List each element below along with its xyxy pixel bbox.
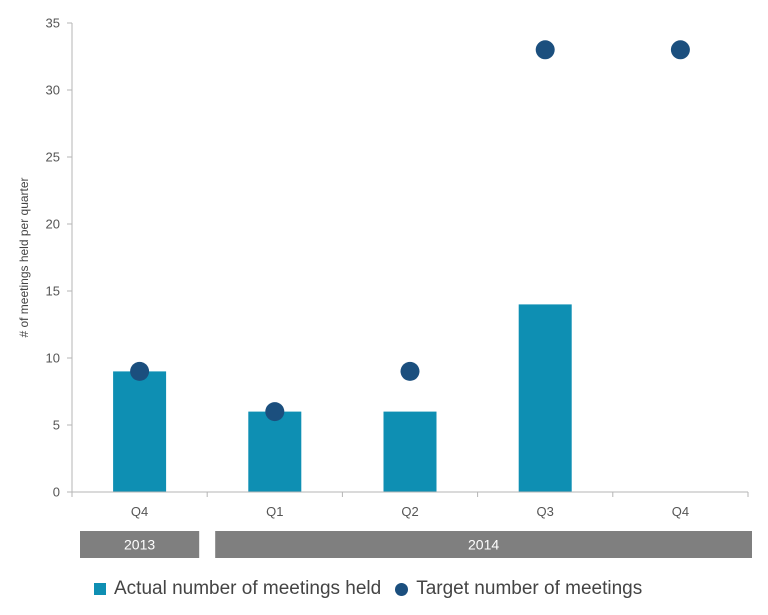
y-tick-label: 15: [46, 284, 60, 299]
point-target: [400, 361, 420, 381]
x-tick-label: Q4: [672, 504, 689, 519]
y-tick-label: 10: [46, 351, 60, 366]
x-tick-label: Q4: [131, 504, 148, 519]
year-band: [80, 531, 200, 558]
point-target: [670, 40, 690, 60]
year-band: [215, 531, 752, 558]
x-tick-label: Q2: [401, 504, 418, 519]
year-band-label: 2014: [468, 537, 499, 553]
legend: Actual number of meetings held Target nu…: [94, 578, 656, 600]
target-points: [130, 40, 690, 422]
bars: [113, 304, 572, 492]
y-axis: 0 5 10 15 20 25 30 35: [46, 16, 73, 500]
y-tick-label: 30: [46, 83, 60, 98]
y-tick-label: 25: [46, 150, 60, 165]
y-tick-label: 5: [53, 418, 60, 433]
legend-item-actual: Actual number of meetings held: [94, 578, 381, 600]
legend-swatch-target: [395, 582, 409, 596]
bar-actual: [518, 304, 572, 492]
x-tick-label: Q3: [537, 504, 554, 519]
x-tick-label: Q1: [266, 504, 283, 519]
y-tick-label: 0: [53, 485, 60, 500]
y-axis-title: # of meetings held per quarter: [17, 177, 31, 337]
chart: 0 5 10 15 20 25 30 35 Q4 Q1 Q2 Q3 Q4 2013 2014 # of …: [17, 16, 752, 558]
year-band-label: 2013: [124, 537, 155, 553]
year-bands: 2013 2014: [80, 531, 752, 558]
legend-swatch-actual: [94, 583, 106, 595]
bar-actual: [383, 411, 437, 492]
legend-label-actual: Actual number of meetings held: [114, 578, 382, 599]
point-target: [265, 402, 285, 422]
legend-item-target: Target number of meetings: [395, 578, 642, 600]
bar-actual: [113, 371, 167, 492]
point-target: [535, 40, 555, 60]
bar-actual: [248, 411, 302, 492]
y-tick-label: 20: [46, 217, 60, 232]
y-tick-label: 35: [46, 16, 60, 31]
legend-label-target: Target number of meetings: [416, 578, 643, 599]
x-axis: Q4 Q1 Q2 Q3 Q4: [71, 491, 749, 519]
point-target: [130, 361, 150, 381]
